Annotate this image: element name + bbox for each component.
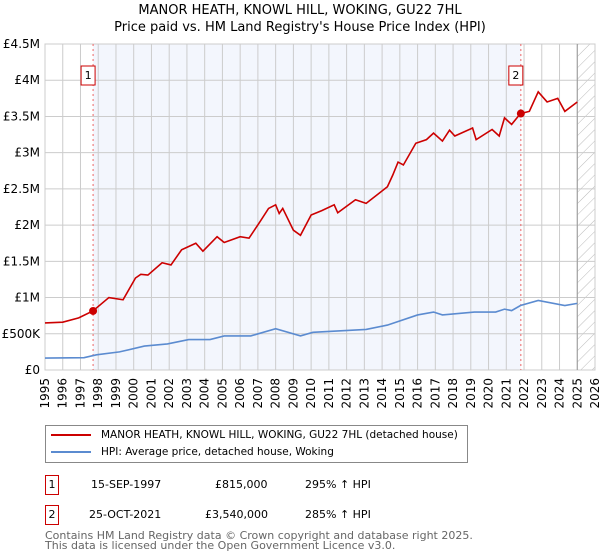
x-tick-label: 1996 xyxy=(56,378,70,409)
y-tick-label: £4M xyxy=(14,73,40,87)
x-tick-label: 2009 xyxy=(286,378,300,409)
chart-subtitle: Price paid vs. HM Land Registry's House … xyxy=(114,20,486,35)
x-tick-label: 1997 xyxy=(73,378,87,409)
y-tick-label: £0 xyxy=(25,363,40,377)
chart-plot: 1995 1996 1997 1998 1999 2000 2001 2002 2003 2004… xyxy=(2,37,600,409)
transaction-hpi: 285% ↑ HPI xyxy=(305,508,371,521)
sale-label: 1 xyxy=(85,69,92,82)
x-tick-label: 2018 xyxy=(446,378,460,409)
y-tick-label: £500K xyxy=(2,327,42,341)
x-tick-label: 2001 xyxy=(144,378,158,409)
x-tick-label: 2015 xyxy=(393,378,407,409)
x-tick-label: 2021 xyxy=(499,378,513,409)
x-tick-label: 1998 xyxy=(91,378,105,409)
x-tick-label: 2007 xyxy=(251,378,265,409)
x-tick-label: 1995 xyxy=(38,378,52,409)
legend-swatch-blue xyxy=(51,451,91,453)
x-tick-label: 2026 xyxy=(588,378,600,409)
y-tick-label: £1M xyxy=(14,291,40,305)
transaction-row: 2 25-OCT-2021 £3,540,000 285% ↑ HPI xyxy=(45,505,545,525)
x-tick-label: 2023 xyxy=(535,378,549,409)
x-tick-label: 2000 xyxy=(127,378,141,409)
x-tick-label: 2010 xyxy=(304,378,318,409)
legend-item-hpi: HPI: Average price, detached house, Woki… xyxy=(51,446,334,458)
x-tick-label: 2004 xyxy=(198,378,212,409)
x-tick-label: 2006 xyxy=(233,378,247,409)
x-tick-label: 2014 xyxy=(375,378,389,409)
y-tick-label: £4.5M xyxy=(3,37,40,51)
x-tick-label: 2011 xyxy=(322,378,336,409)
footer: Contains HM Land Registry data © Crown c… xyxy=(45,529,473,552)
transaction-price: £815,000 xyxy=(215,478,268,491)
x-tick-label: 1999 xyxy=(109,378,123,409)
x-tick-label: 2013 xyxy=(357,378,371,409)
forecast-hatch xyxy=(577,44,595,370)
x-tick-label: 2003 xyxy=(180,378,194,409)
transaction-date: 25-OCT-2021 xyxy=(89,508,162,521)
hpi-series-line xyxy=(44,299,578,359)
legend-item-property: MANOR HEATH, KNOWL HILL, WOKING, GU22 7H… xyxy=(51,429,458,441)
chart-title: MANOR HEATH, KNOWL HILL, WOKING, GU22 7H… xyxy=(138,3,462,18)
x-tick-label: 2020 xyxy=(482,378,496,409)
legend-swatch-red xyxy=(51,434,91,436)
x-tick-label: 2008 xyxy=(269,378,283,409)
y-tick-label: £1.5M xyxy=(3,254,40,268)
footer-line: Contains HM Land Registry data © Crown c… xyxy=(45,529,473,542)
sale-label-box xyxy=(508,65,524,86)
transaction-date: 15-SEP-1997 xyxy=(91,478,162,491)
x-tick-label: 2012 xyxy=(340,378,354,409)
x-tick-label: 2019 xyxy=(464,378,478,409)
legend-label: MANOR HEATH, KNOWL HILL, WOKING, GU22 7H… xyxy=(101,429,458,441)
transaction-hpi: 295% ↑ HPI xyxy=(305,478,371,491)
sale-point xyxy=(89,306,98,315)
sale-label-box xyxy=(80,65,96,86)
y-tick-label: £2.5M xyxy=(3,182,40,196)
x-tick-label: 2016 xyxy=(411,378,425,409)
legend: MANOR HEATH, KNOWL HILL, WOKING, GU22 7H… xyxy=(45,425,468,463)
y-tick-label: £2M xyxy=(14,218,40,232)
plot-border xyxy=(44,43,596,371)
x-tick-label: 2017 xyxy=(428,378,442,409)
legend-label: HPI: Average price, detached house, Woki… xyxy=(101,446,334,458)
transaction-marker: 1 xyxy=(45,475,59,495)
y-tick-label: £3.5M xyxy=(3,109,40,123)
x-tick-label: 2002 xyxy=(162,378,176,409)
sale-point xyxy=(516,109,525,118)
sale-period-shade xyxy=(93,44,521,370)
sale-label: 2 xyxy=(512,69,519,82)
transaction-price: £3,540,000 xyxy=(205,508,268,521)
x-tick-label: 2005 xyxy=(215,378,229,409)
transaction-row: 1 15-SEP-1997 £815,000 295% ↑ HPI xyxy=(45,475,545,495)
transaction-marker: 2 xyxy=(45,505,59,525)
x-tick-label: 2025 xyxy=(570,378,584,409)
property-series-line xyxy=(44,90,578,324)
y-tick-label: £3M xyxy=(14,146,40,160)
x-tick-label: 2024 xyxy=(553,378,567,409)
footer-line: This data is licensed under the Open Gov… xyxy=(45,539,396,552)
x-tick-label: 2022 xyxy=(517,378,531,409)
